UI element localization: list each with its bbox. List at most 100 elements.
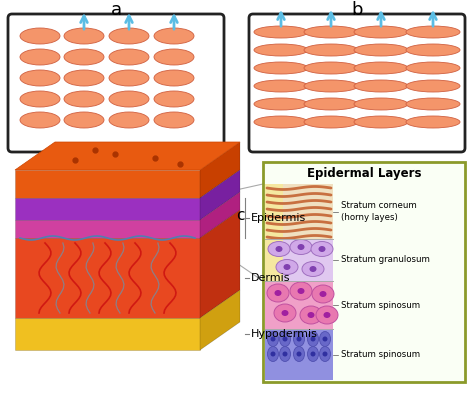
- Ellipse shape: [283, 351, 288, 357]
- Ellipse shape: [280, 331, 291, 346]
- Ellipse shape: [312, 285, 334, 303]
- Bar: [265, 329, 333, 380]
- Text: Stratum spinosum: Stratum spinosum: [341, 301, 420, 310]
- Ellipse shape: [20, 28, 60, 44]
- Ellipse shape: [316, 306, 338, 324]
- Ellipse shape: [323, 312, 330, 318]
- Bar: [265, 184, 333, 239]
- Ellipse shape: [267, 284, 289, 302]
- Ellipse shape: [154, 112, 194, 128]
- Ellipse shape: [254, 26, 308, 38]
- Ellipse shape: [297, 336, 301, 342]
- Ellipse shape: [297, 351, 301, 357]
- Ellipse shape: [406, 98, 460, 110]
- Ellipse shape: [64, 28, 104, 44]
- Ellipse shape: [64, 70, 104, 86]
- Text: b: b: [351, 1, 363, 19]
- Ellipse shape: [304, 116, 358, 128]
- Bar: [15, 318, 200, 350]
- Bar: [265, 281, 333, 329]
- Ellipse shape: [304, 26, 358, 38]
- Ellipse shape: [354, 26, 408, 38]
- Ellipse shape: [271, 351, 275, 357]
- Ellipse shape: [304, 98, 358, 110]
- Text: Hypodermis: Hypodermis: [251, 329, 318, 339]
- Ellipse shape: [322, 336, 328, 342]
- Ellipse shape: [319, 346, 330, 362]
- Ellipse shape: [109, 112, 149, 128]
- Ellipse shape: [109, 70, 149, 86]
- Ellipse shape: [308, 346, 319, 362]
- Ellipse shape: [322, 351, 328, 357]
- Ellipse shape: [280, 346, 291, 362]
- Ellipse shape: [304, 62, 358, 74]
- Ellipse shape: [310, 336, 316, 342]
- Ellipse shape: [154, 70, 194, 86]
- Ellipse shape: [319, 291, 327, 297]
- Polygon shape: [200, 290, 240, 350]
- Ellipse shape: [354, 44, 408, 56]
- Ellipse shape: [275, 246, 283, 252]
- Bar: [15, 198, 200, 220]
- Ellipse shape: [310, 351, 316, 357]
- Text: Stratum granulosum: Stratum granulosum: [341, 255, 430, 264]
- Ellipse shape: [293, 331, 304, 346]
- Bar: [15, 220, 200, 238]
- Ellipse shape: [254, 80, 308, 92]
- Ellipse shape: [274, 290, 282, 296]
- Ellipse shape: [254, 44, 308, 56]
- Ellipse shape: [20, 49, 60, 65]
- Ellipse shape: [354, 116, 408, 128]
- Ellipse shape: [274, 304, 296, 322]
- Ellipse shape: [154, 91, 194, 107]
- Ellipse shape: [319, 331, 330, 346]
- Ellipse shape: [64, 91, 104, 107]
- Ellipse shape: [406, 26, 460, 38]
- Ellipse shape: [283, 264, 291, 270]
- Ellipse shape: [298, 288, 304, 294]
- Ellipse shape: [254, 62, 308, 74]
- Ellipse shape: [406, 80, 460, 92]
- Ellipse shape: [154, 49, 194, 65]
- Ellipse shape: [310, 266, 317, 272]
- Ellipse shape: [20, 91, 60, 107]
- Ellipse shape: [406, 116, 460, 128]
- Ellipse shape: [354, 98, 408, 110]
- Ellipse shape: [304, 44, 358, 56]
- Ellipse shape: [109, 49, 149, 65]
- Text: Stratum corneum
(horny layes): Stratum corneum (horny layes): [341, 201, 417, 221]
- Ellipse shape: [20, 70, 60, 86]
- Ellipse shape: [64, 112, 104, 128]
- Ellipse shape: [282, 310, 289, 316]
- Bar: [263, 162, 465, 382]
- Polygon shape: [200, 170, 240, 220]
- Text: Epidermal Layers: Epidermal Layers: [307, 167, 421, 180]
- Ellipse shape: [319, 246, 326, 252]
- Bar: [265, 239, 333, 281]
- Ellipse shape: [254, 116, 308, 128]
- Ellipse shape: [311, 242, 333, 256]
- Ellipse shape: [293, 346, 304, 362]
- Text: c: c: [236, 208, 244, 223]
- Ellipse shape: [267, 346, 279, 362]
- Ellipse shape: [290, 240, 312, 255]
- Ellipse shape: [64, 49, 104, 65]
- Ellipse shape: [283, 336, 288, 342]
- Ellipse shape: [406, 62, 460, 74]
- FancyBboxPatch shape: [249, 14, 465, 152]
- Ellipse shape: [406, 44, 460, 56]
- Ellipse shape: [298, 244, 304, 250]
- Polygon shape: [15, 142, 240, 170]
- Ellipse shape: [254, 98, 308, 110]
- Polygon shape: [200, 192, 240, 238]
- Ellipse shape: [354, 62, 408, 74]
- Ellipse shape: [304, 80, 358, 92]
- Bar: [265, 184, 283, 281]
- FancyBboxPatch shape: [8, 14, 224, 152]
- Text: a: a: [110, 1, 121, 19]
- Ellipse shape: [300, 306, 322, 324]
- Polygon shape: [200, 210, 240, 318]
- Ellipse shape: [109, 91, 149, 107]
- Ellipse shape: [276, 260, 298, 275]
- Text: Stratum spinosum: Stratum spinosum: [341, 350, 420, 359]
